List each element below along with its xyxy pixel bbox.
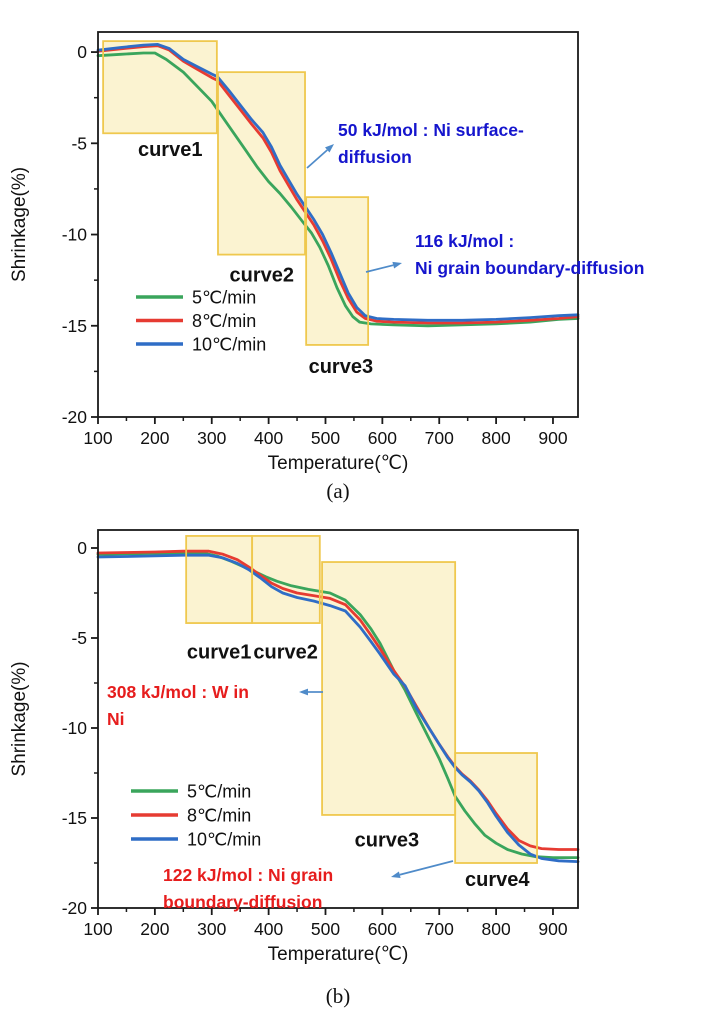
y-tick-label: -15 (62, 316, 87, 336)
legend-label-red: 8℃/min (192, 311, 256, 331)
y-tick-label: -15 (62, 808, 87, 828)
x-tick-label: 600 (368, 428, 397, 448)
highlight-box-border-curve2 (217, 71, 306, 256)
highlight-box-fill-curve1 (186, 535, 253, 624)
y-tick-label: -20 (62, 898, 88, 918)
annotation-arrow-head (299, 688, 308, 696)
x-tick-label: 600 (368, 919, 397, 939)
y-axis-label: Shrinkage(%) (9, 167, 30, 282)
y-tick-label: 0 (77, 42, 87, 62)
x-tick-label: 900 (538, 919, 567, 939)
activation-energy-annotation-a-2: 116 kJ/mol : Ni grain boundary-diffusion (415, 231, 645, 278)
plot-frame (97, 31, 579, 418)
curve-label-curve3: curve3 (309, 356, 374, 378)
x-tick-label: 300 (197, 428, 226, 448)
x-tick-label: 100 (83, 919, 112, 939)
series-line-red (96, 549, 580, 851)
curve-label-curve4: curve4 (465, 869, 530, 891)
x-tick-label: 400 (254, 428, 283, 448)
plot-frame (97, 529, 579, 909)
annotation-arrow-head (325, 144, 334, 153)
legend-label-green: 5℃/min (187, 782, 251, 802)
y-tick-label: 0 (77, 538, 87, 558)
x-tick-label: 700 (425, 428, 454, 448)
x-tick-label: 200 (140, 428, 169, 448)
activation-energy-annotation-b-1: 308 kJ/mol : W in Ni (107, 682, 249, 729)
legend-label-green: 5℃/min (192, 288, 256, 308)
x-tick-label: 800 (482, 428, 511, 448)
annotation-arrow-line (365, 264, 394, 273)
annotation-arrow-line (306, 149, 328, 169)
x-axis-label: Temperature(℃) (268, 453, 409, 474)
curve-label-curve1: curve1 (138, 139, 203, 161)
highlight-box-fill-curve2 (218, 72, 306, 255)
x-tick-label: 200 (140, 919, 169, 939)
legend-label-red: 8℃/min (187, 806, 251, 826)
y-tick-label: -5 (71, 133, 87, 153)
curve-label-curve3: curve3 (355, 830, 420, 852)
activation-energy-annotation-b-2: 122 kJ/mol : Ni grain boundary-diffusion (163, 865, 334, 912)
figure-caption-b: (b) (325, 984, 351, 1008)
x-axis-label: Temperature(℃) (268, 944, 409, 965)
annotation-arrow-head (391, 871, 401, 878)
legend-label-blue: 10℃/min (192, 335, 266, 355)
annotation-arrow-line (399, 860, 454, 876)
x-tick-label: 700 (425, 919, 454, 939)
curve-label-curve1: curve1 (187, 642, 252, 664)
highlight-box-border-curve1 (102, 40, 218, 135)
curve-label-curve2: curve2 (253, 642, 318, 664)
highlight-box-fill-curve4 (455, 753, 538, 863)
series-line-green (96, 51, 580, 328)
y-tick-label: -5 (71, 628, 87, 648)
series-line-red (96, 44, 580, 325)
highlight-box-border-curve2 (251, 535, 321, 624)
activation-energy-annotation-a-1: 50 kJ/mol : Ni surface- diffusion (338, 120, 524, 167)
legend-label-blue: 10℃/min (187, 830, 261, 850)
x-tick-label: 500 (311, 919, 340, 939)
x-tick-label: 800 (482, 919, 511, 939)
x-tick-label: 500 (311, 428, 340, 448)
x-tick-label: 900 (538, 428, 567, 448)
figure-caption-a: (a) (326, 479, 350, 503)
x-tick-label: 300 (197, 919, 226, 939)
series-line-blue (96, 553, 580, 863)
annotation-arrow-head (392, 261, 402, 269)
y-axis-label: Shrinkage(%) (9, 661, 30, 776)
x-tick-label: 400 (254, 919, 283, 939)
highlight-box-border-curve4 (454, 752, 538, 864)
series-line-blue (96, 43, 580, 322)
y-tick-label: -10 (62, 718, 88, 738)
y-tick-label: -20 (62, 407, 88, 427)
x-tick-label: 100 (83, 428, 112, 448)
highlight-box-border-curve3 (321, 561, 457, 816)
curve-label-curve2: curve2 (230, 265, 295, 287)
y-tick-label: -10 (62, 225, 88, 245)
